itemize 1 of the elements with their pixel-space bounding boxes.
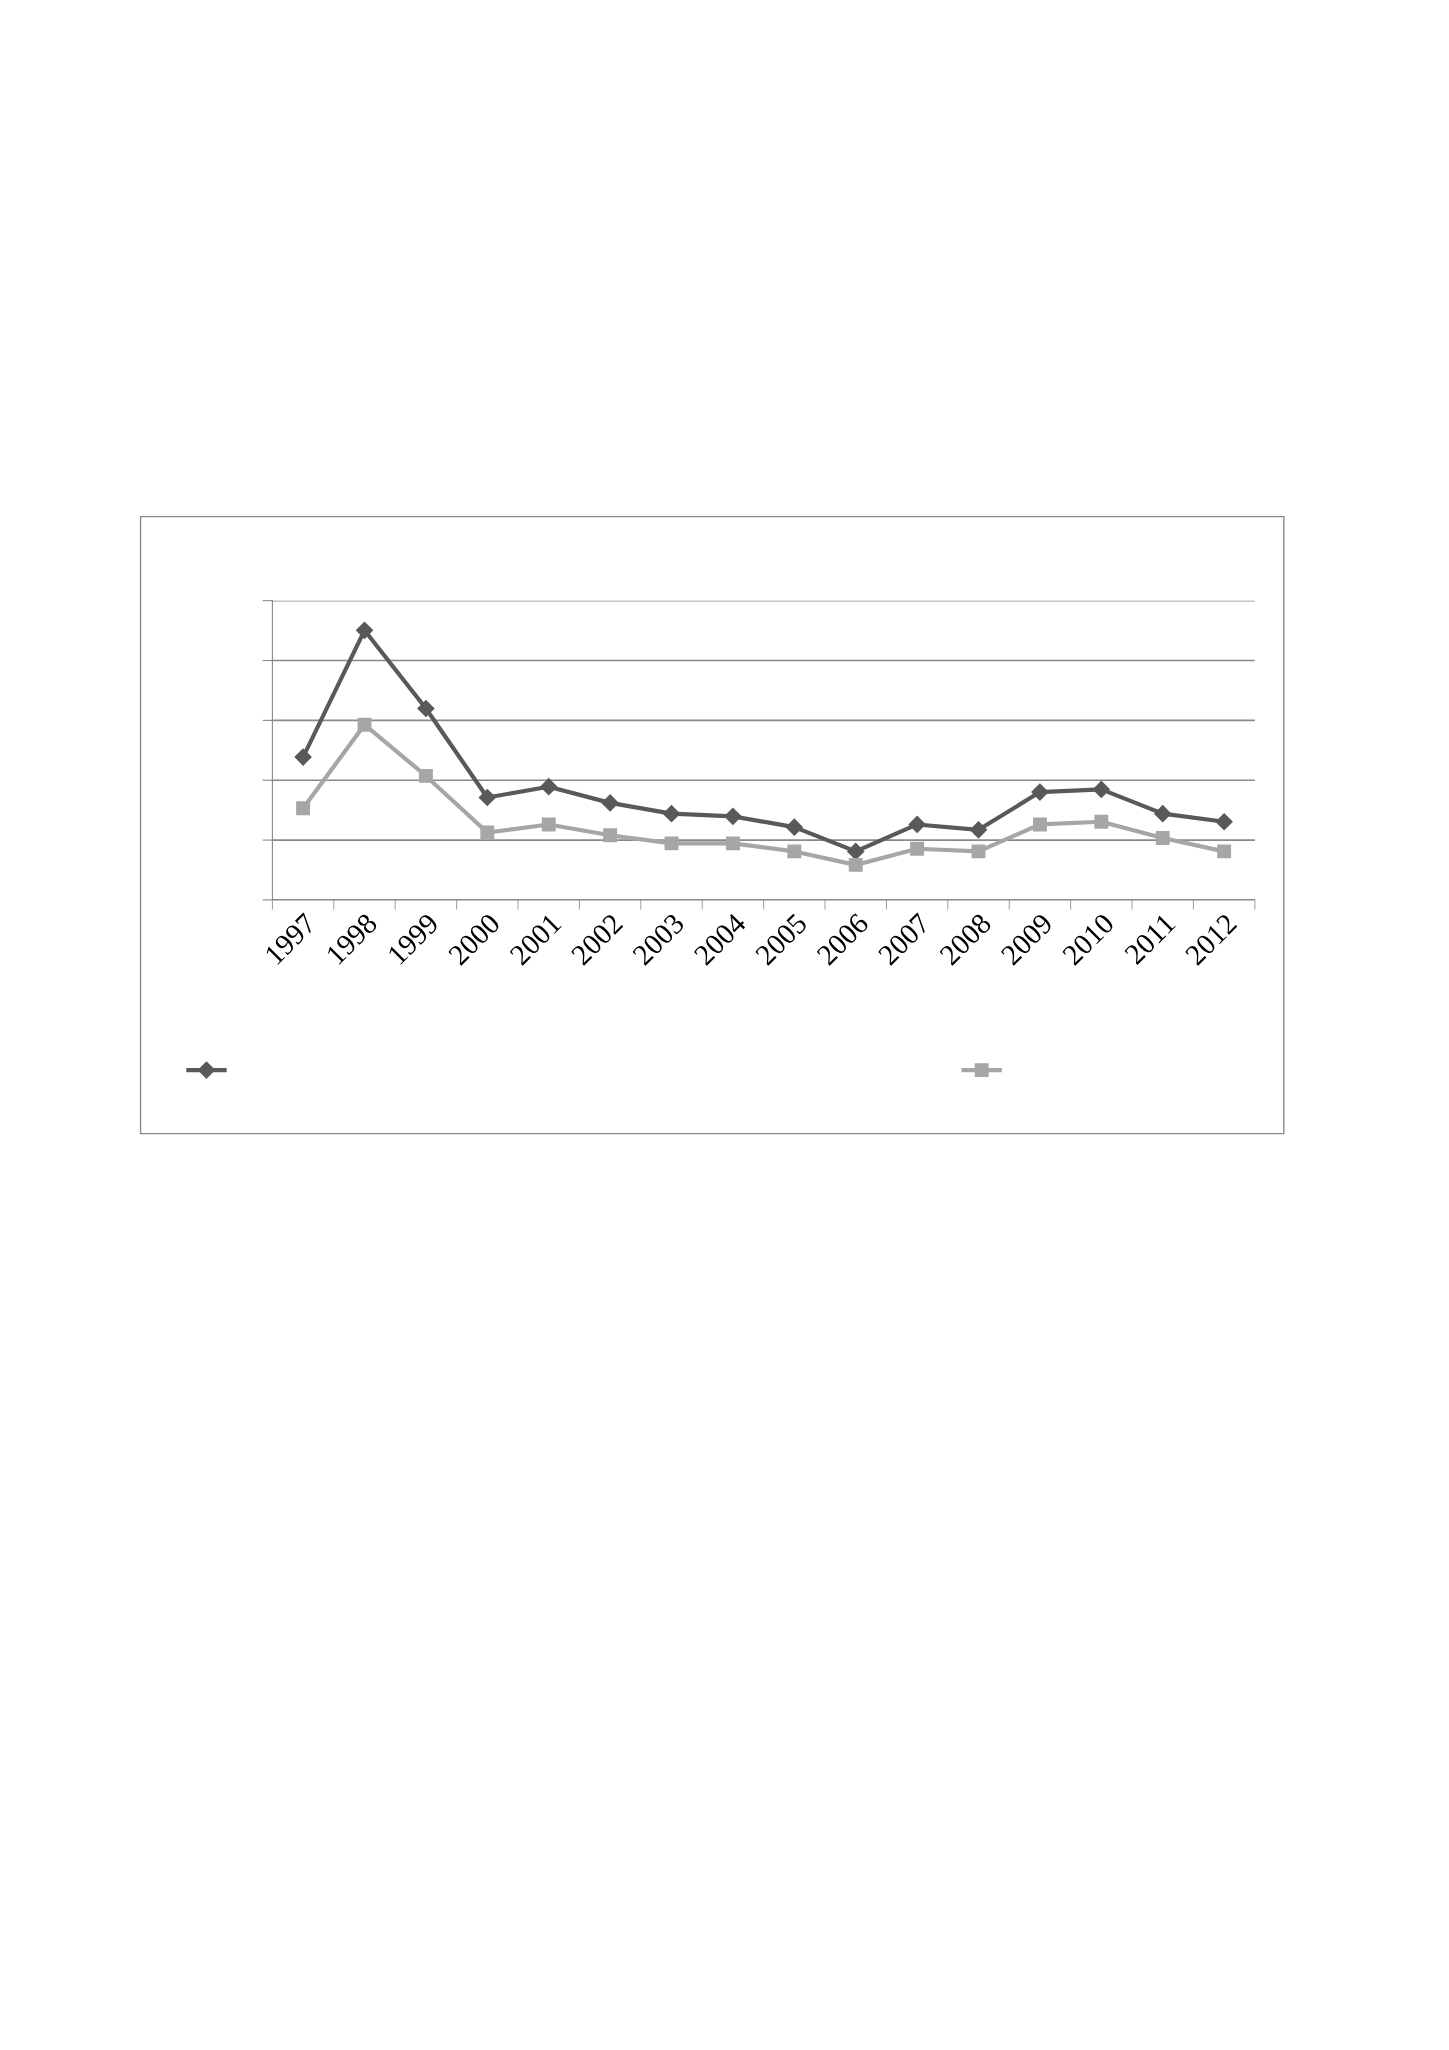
x-tick-label: 2011	[1123, 912, 1177, 966]
